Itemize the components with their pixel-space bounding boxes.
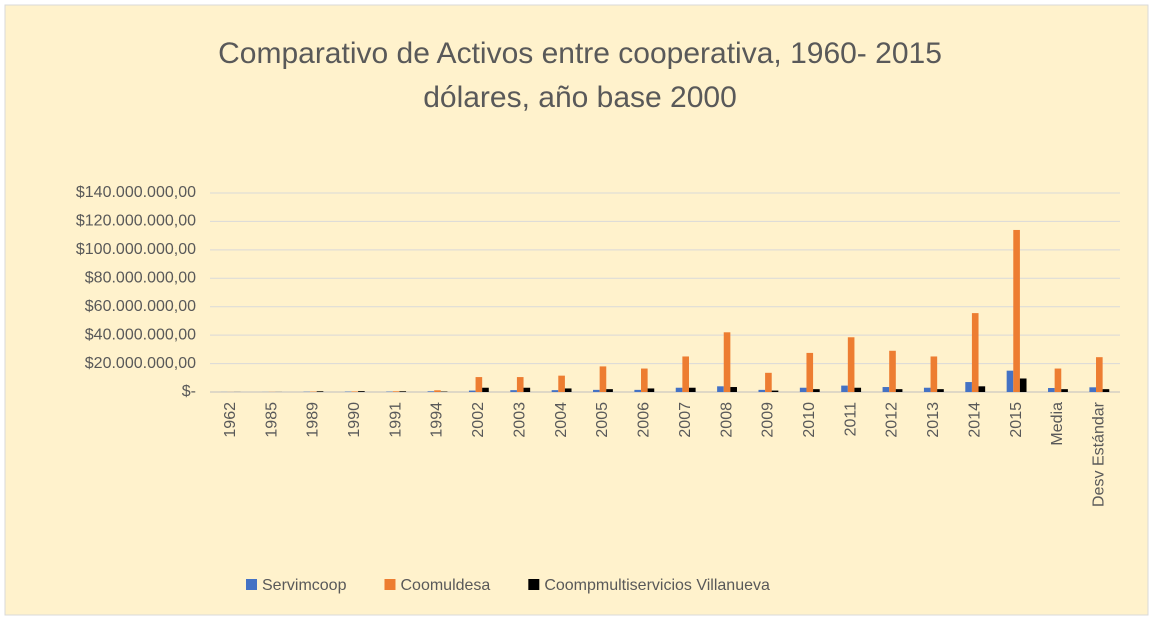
bar — [558, 375, 565, 392]
bar — [1019, 378, 1027, 392]
y-tick-label: $140.000.000,00 — [76, 184, 196, 201]
bar — [847, 337, 855, 392]
bar — [427, 391, 435, 392]
bar — [688, 387, 696, 392]
bar — [1054, 368, 1062, 392]
bar — [723, 332, 731, 392]
x-tick-label: 2013 — [925, 402, 942, 438]
x-tick-label: 1985 — [263, 402, 280, 438]
bar — [1013, 229, 1020, 392]
bar — [675, 387, 683, 392]
bar — [606, 389, 613, 392]
bar — [937, 389, 944, 392]
legend-swatch — [384, 579, 396, 590]
legend-label: Coomuldesa — [400, 577, 490, 594]
chart-title: Comparativo de Activos entre cooperativa… — [218, 37, 942, 70]
bar — [882, 387, 890, 392]
x-tick-label: Media — [1049, 402, 1066, 446]
bar — [351, 391, 359, 392]
bar — [978, 386, 986, 392]
bar — [599, 366, 607, 392]
bar — [641, 368, 648, 392]
bar — [923, 387, 931, 392]
x-tick-label: 1989 — [305, 402, 322, 438]
bar — [468, 390, 476, 392]
bar — [564, 388, 572, 392]
x-tick-label: 2015 — [1008, 402, 1025, 438]
y-tick-label: $20.000.000,00 — [85, 355, 196, 372]
bar — [1061, 389, 1068, 392]
y-tick-label: $60.000.000,00 — [85, 298, 196, 315]
bar — [475, 377, 483, 392]
x-tick-label: 2004 — [553, 402, 570, 438]
bar — [516, 377, 524, 392]
bar — [765, 372, 772, 392]
bar — [316, 391, 324, 392]
bar — [965, 382, 972, 392]
x-tick-label: 1991 — [387, 402, 404, 438]
bar — [1006, 370, 1014, 392]
bar — [434, 390, 441, 392]
x-tick-label: 2003 — [511, 402, 528, 438]
x-tick-label: Desv Estándar — [1091, 401, 1108, 507]
bar — [854, 387, 862, 392]
legend-swatch — [246, 579, 257, 590]
bar — [593, 389, 600, 392]
bar — [682, 356, 689, 392]
bar — [771, 390, 779, 392]
legend-label: Servimcoop — [262, 577, 347, 594]
bar — [1102, 389, 1110, 392]
bar — [392, 391, 400, 392]
bar — [647, 388, 655, 392]
bar — [399, 391, 407, 392]
x-tick-label: 2005 — [594, 402, 611, 438]
chart-title: dólares, año base 2000 — [423, 81, 737, 114]
bar — [971, 313, 979, 392]
x-tick-label: 1994 — [429, 402, 446, 438]
y-tick-label: $- — [182, 383, 196, 400]
x-tick-label: 2009 — [760, 402, 777, 438]
bar — [730, 387, 737, 392]
y-tick-label: $40.000.000,00 — [85, 326, 196, 343]
bar — [551, 390, 559, 392]
x-tick-label: 2008 — [718, 402, 735, 438]
bar — [841, 385, 848, 392]
bar — [758, 389, 766, 392]
x-tick-label: 1990 — [346, 402, 363, 438]
bar — [717, 386, 724, 392]
bar — [806, 352, 814, 392]
x-tick-label: 1962 — [222, 402, 239, 438]
bar — [1096, 357, 1103, 392]
bar — [889, 350, 896, 392]
x-tick-label: 2012 — [884, 402, 901, 438]
chart-background — [4, 4, 1149, 616]
x-tick-label: 2014 — [966, 402, 983, 438]
x-tick-label: 2006 — [636, 402, 653, 438]
bar — [634, 389, 642, 392]
x-tick-label: 2011 — [842, 402, 859, 437]
bar — [482, 387, 489, 392]
bar — [510, 390, 517, 392]
bar — [895, 389, 903, 392]
x-tick-label: 2002 — [470, 402, 487, 438]
y-tick-label: $120.000.000,00 — [76, 213, 196, 230]
legend-label: Coompmultiservicios Villanueva — [544, 577, 770, 594]
bar — [358, 391, 365, 392]
bar — [930, 356, 938, 392]
bar — [799, 387, 807, 392]
bar — [523, 387, 531, 392]
y-tick-label: $80.000.000,00 — [85, 270, 196, 287]
bar — [1048, 388, 1055, 392]
x-tick-label: 2007 — [677, 402, 694, 438]
y-tick-label: $100.000.000,00 — [76, 241, 196, 258]
legend-swatch — [528, 579, 540, 590]
x-tick-label: 2010 — [801, 402, 818, 438]
bar — [813, 389, 820, 392]
bar — [1089, 387, 1097, 392]
